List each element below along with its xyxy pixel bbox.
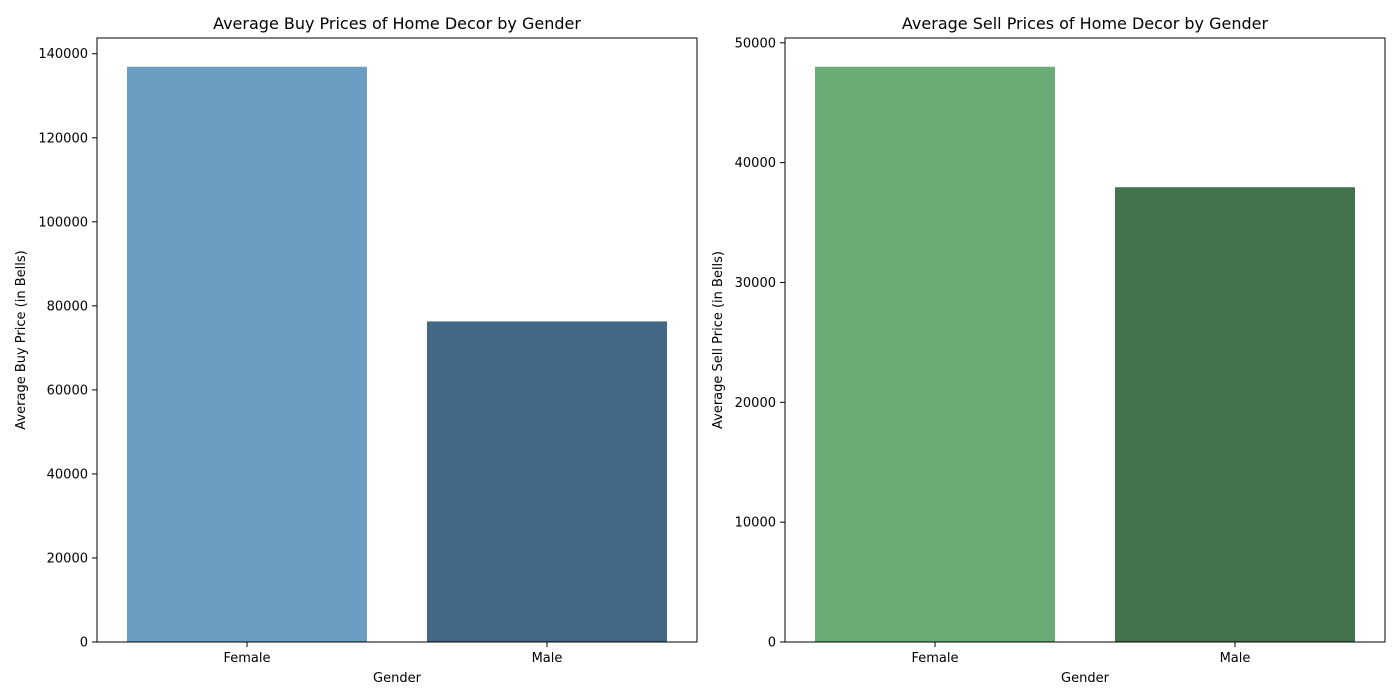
y-tick-label: 100000 bbox=[38, 215, 88, 230]
y-tick-label: 30000 bbox=[735, 276, 776, 291]
y-ticks: 0 20000 40000 60000 80000 100000 120000 140000 bbox=[38, 47, 97, 651]
x-tick-label: Male bbox=[532, 651, 563, 666]
y-tick-label: 40000 bbox=[735, 156, 776, 171]
x-tick-label: Female bbox=[223, 651, 270, 666]
bars-group bbox=[127, 66, 667, 642]
chart-title: Average Buy Prices of Home Decor by Gend… bbox=[213, 14, 581, 33]
bar-female bbox=[127, 66, 367, 642]
y-tick-label: 120000 bbox=[38, 131, 88, 146]
y-tick-label: 20000 bbox=[47, 551, 88, 566]
bar-male bbox=[427, 321, 667, 642]
y-axis-label: Average Sell Price (in Bells) bbox=[711, 251, 726, 429]
x-ticks: Female Male bbox=[911, 642, 1250, 666]
y-tick-label: 50000 bbox=[735, 36, 776, 51]
bars-group bbox=[815, 66, 1355, 642]
buy-price-chart: Average Buy Prices of Home Decor by Gend… bbox=[14, 14, 698, 686]
y-tick-label: 140000 bbox=[38, 47, 88, 62]
chart-title: Average Sell Prices of Home Decor by Gen… bbox=[902, 14, 1269, 33]
y-tick-label: 80000 bbox=[47, 299, 88, 314]
bar-male bbox=[1115, 187, 1355, 642]
y-tick-label: 0 bbox=[80, 636, 88, 651]
y-tick-label: 20000 bbox=[735, 396, 776, 411]
y-ticks: 0 10000 20000 30000 40000 50000 bbox=[735, 36, 785, 651]
y-tick-label: 10000 bbox=[735, 516, 776, 531]
y-axis-label: Average Buy Price (in Bells) bbox=[14, 250, 29, 429]
plot-frame bbox=[96, 37, 698, 643]
x-ticks: Female Male bbox=[223, 642, 562, 666]
bar-female bbox=[815, 66, 1055, 642]
y-tick-label: 40000 bbox=[47, 467, 88, 482]
y-tick-label: 60000 bbox=[47, 383, 88, 398]
x-tick-label: Female bbox=[911, 651, 958, 666]
x-axis-label: Gender bbox=[373, 671, 422, 686]
x-tick-label: Male bbox=[1220, 651, 1251, 666]
x-axis-label: Gender bbox=[1061, 671, 1110, 686]
plot-frame bbox=[784, 37, 1386, 643]
y-tick-label: 0 bbox=[768, 636, 776, 651]
sell-price-chart: Average Sell Prices of Home Decor by Gen… bbox=[711, 14, 1386, 686]
